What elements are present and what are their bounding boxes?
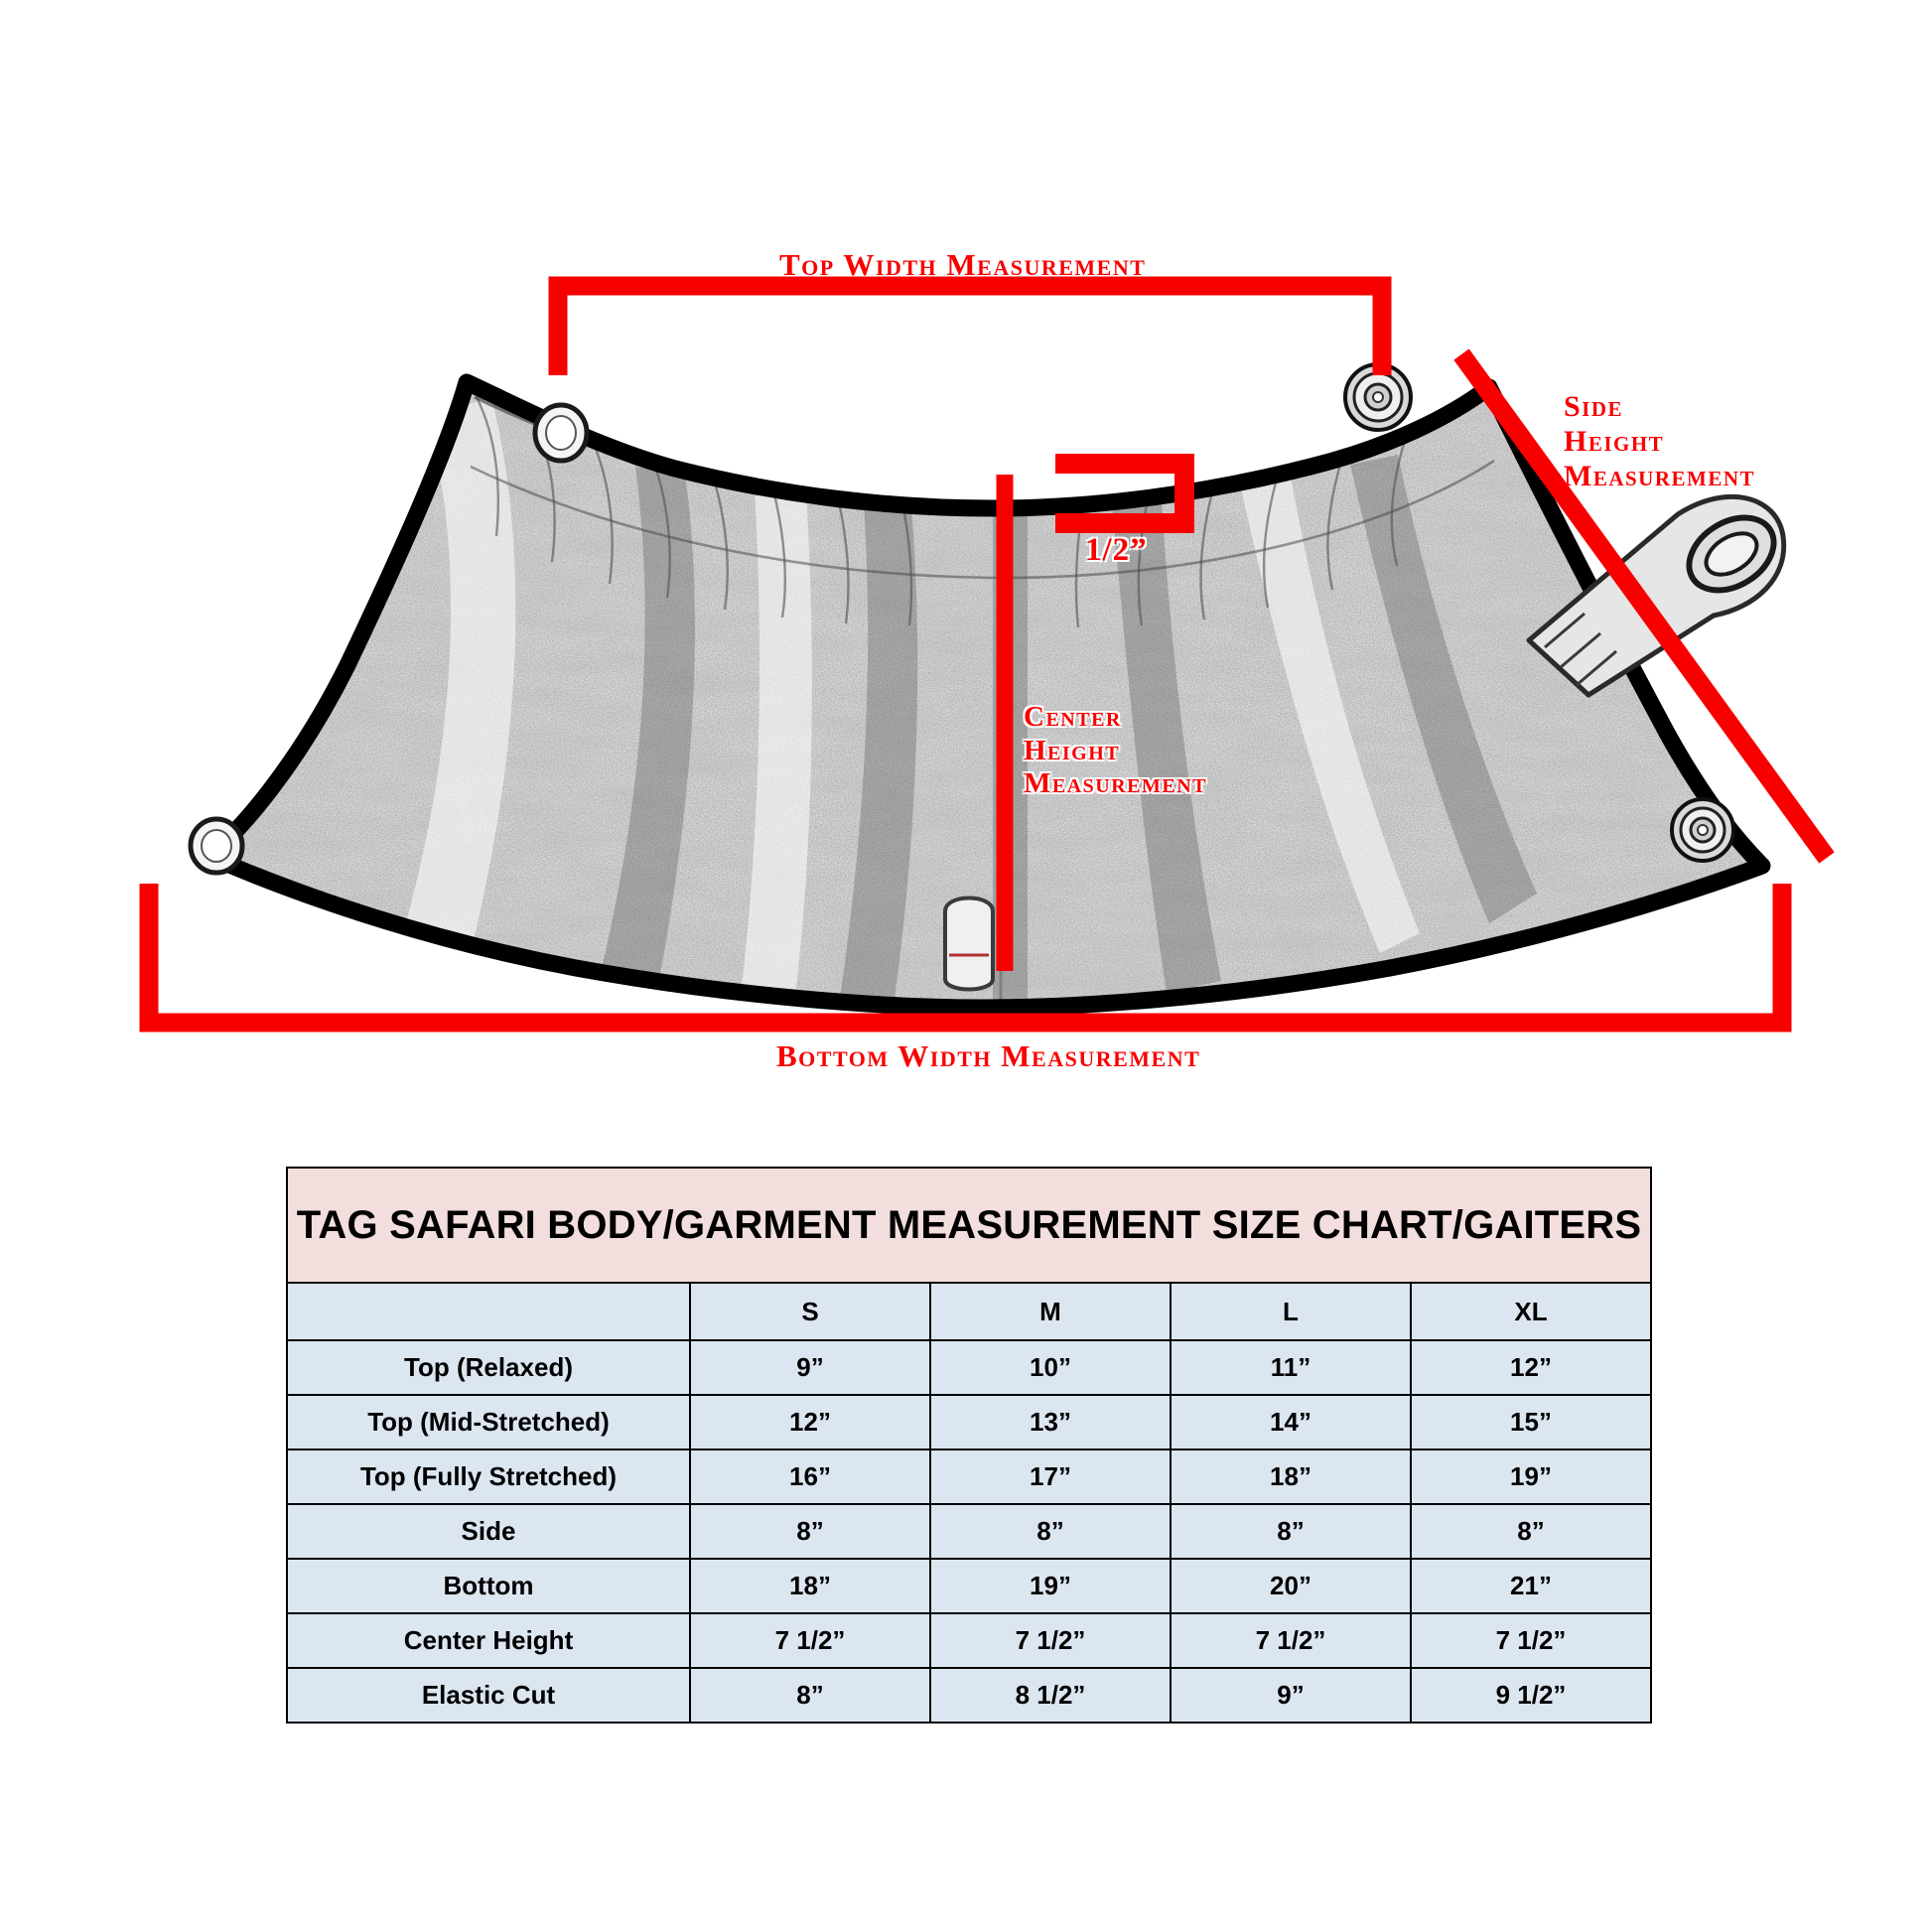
strap-stitching (1544, 612, 1617, 687)
table-row: Bottom 18” 19” 20” 21” (286, 1558, 1653, 1614)
cell-m: 17” (929, 1449, 1172, 1505)
side-strap-tab-with-buckle (1526, 493, 1787, 698)
row-label: Top (Fully Stretched) (286, 1449, 691, 1505)
row-label: Bottom (286, 1558, 691, 1614)
cell-l: 14” (1170, 1394, 1412, 1450)
cell-s: 7 1/2” (689, 1612, 931, 1669)
column-header-l: L (1170, 1282, 1412, 1341)
cell-xl: 15” (1409, 1394, 1653, 1450)
cell-xl: 7 1/2” (1409, 1612, 1653, 1669)
cell-l: 20” (1170, 1558, 1412, 1614)
cell-xl: 8” (1409, 1503, 1653, 1560)
table-row: Center Height 7 1/2” 7 1/2” 7 1/2” 7 1/2” (286, 1612, 1653, 1669)
cell-l: 9” (1170, 1667, 1412, 1724)
table-row: Side 8” 8” 8” 8” (286, 1503, 1653, 1560)
row-label: Side (286, 1503, 691, 1560)
top-width-bracket (548, 276, 1392, 375)
label-center-height-measurement: Center Height Measurement (1024, 701, 1208, 800)
cell-s: 12” (689, 1394, 931, 1450)
column-header-blank (286, 1282, 691, 1341)
cell-m: 19” (929, 1558, 1172, 1614)
cell-l: 18” (1170, 1449, 1412, 1505)
cell-xl: 9 1/2” (1409, 1667, 1653, 1724)
label-half-inch-measurement: 1/2” (1085, 532, 1148, 568)
cell-s: 16” (689, 1449, 931, 1505)
table-header-row: S M L XL (286, 1282, 1653, 1341)
row-label: Elastic Cut (286, 1667, 691, 1724)
snap-button-bottom-center (943, 896, 995, 992)
size-chart-table: TAG SAFARI BODY/GARMENT MEASUREMENT SIZE… (285, 1167, 1653, 1724)
snap-button-bottom-right (1670, 797, 1735, 863)
grommet-eyelet-top-left (532, 402, 590, 464)
table-title: TAG SAFARI BODY/GARMENT MEASUREMENT SIZE… (285, 1167, 1653, 1284)
table-title-row: TAG SAFARI BODY/GARMENT MEASUREMENT SIZE… (285, 1167, 1653, 1284)
column-header-m: M (929, 1282, 1172, 1341)
label-side-height-measurement: Side Height Measurement (1564, 390, 1756, 492)
half-inch-bracket (1055, 454, 1194, 533)
cell-xl: 19” (1409, 1449, 1653, 1505)
row-label: Top (Relaxed) (286, 1339, 691, 1396)
table-row: Elastic Cut 8” 8 1/2” 9” 9 1/2” (286, 1667, 1653, 1724)
label-top-width-measurement: Top Width Measurement (779, 247, 1147, 282)
cell-m: 8” (929, 1503, 1172, 1560)
cell-s: 18” (689, 1558, 931, 1614)
gaiter-measurement-diagram: Top Width Measurement Bottom Width Measu… (139, 247, 1835, 1073)
cell-s: 8” (689, 1667, 931, 1724)
grommet-eyelet-bottom-left (188, 816, 245, 876)
table-row: Top (Relaxed) 9” 10” 11” 12” (286, 1339, 1653, 1396)
cell-l: 11” (1170, 1339, 1412, 1396)
cell-xl: 21” (1409, 1558, 1653, 1614)
snap-button-top-right (1343, 362, 1413, 432)
side-height-line (1453, 348, 1835, 864)
cell-l: 8” (1170, 1503, 1412, 1560)
column-header-xl: XL (1409, 1282, 1653, 1341)
row-label: Center Height (286, 1612, 691, 1669)
cell-m: 13” (929, 1394, 1172, 1450)
cell-l: 7 1/2” (1170, 1612, 1412, 1669)
cell-m: 8 1/2” (929, 1667, 1172, 1724)
size-chart-table-container: TAG SAFARI BODY/GARMENT MEASUREMENT SIZE… (285, 1167, 1653, 1724)
row-label: Top (Mid-Stretched) (286, 1394, 691, 1450)
column-header-s: S (689, 1282, 931, 1341)
cell-m: 7 1/2” (929, 1612, 1172, 1669)
cell-xl: 12” (1409, 1339, 1653, 1396)
cell-s: 8” (689, 1503, 931, 1560)
cell-m: 10” (929, 1339, 1172, 1396)
cell-s: 9” (689, 1339, 931, 1396)
table-row: Top (Mid-Stretched) 12” 13” 14” 15” (286, 1394, 1653, 1450)
label-bottom-width-measurement: Bottom Width Measurement (776, 1038, 1201, 1073)
table-row: Top (Fully Stretched) 16” 17” 18” 19” (286, 1449, 1653, 1505)
elastic-casing-seam-lower (470, 459, 1495, 580)
bottom-width-bracket (139, 884, 1792, 1033)
gaiter-illustration (139, 276, 1835, 1033)
